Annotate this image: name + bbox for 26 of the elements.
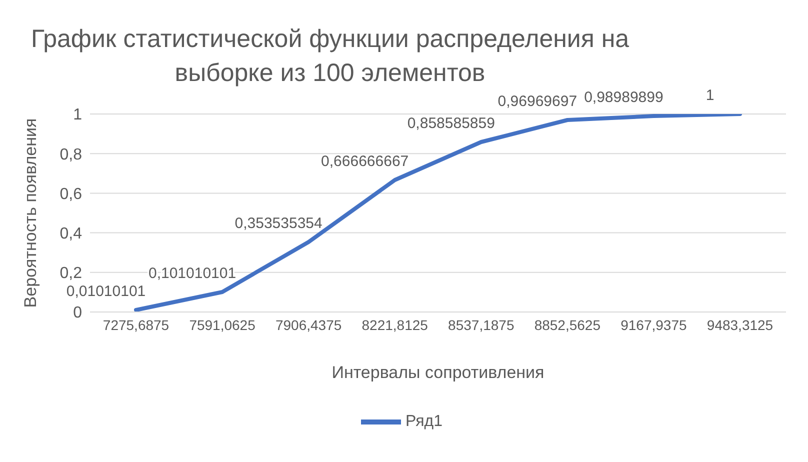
data-label: 0,858585859	[407, 115, 495, 132]
x-tick-label: 9483,3125	[706, 316, 774, 333]
x-tick-label: 7591,0625	[189, 316, 256, 333]
data-label: 0,353535354	[234, 215, 322, 232]
x-tick-label: 8852,5625	[534, 316, 601, 333]
x-axis-title: Интервалы сопротивления	[332, 363, 544, 382]
data-label: 1	[706, 87, 714, 104]
x-tick-label: 9167,9375	[620, 316, 688, 333]
x-tick-label: 8221,8125	[362, 316, 428, 333]
data-label: 0,01010101	[66, 283, 146, 300]
y-tick-label: 1	[73, 106, 82, 124]
legend-label: Ряд1	[405, 413, 443, 430]
data-label: 0,96969697	[498, 93, 578, 110]
x-tick-label: 8537,1875	[448, 316, 514, 333]
y-tick-label: 0	[73, 304, 82, 322]
y-tick-label: 0,6	[60, 186, 82, 203]
y-tick-label: 0,8	[60, 146, 82, 164]
data-label: 0,101010101	[148, 265, 236, 282]
chart-title: График статистической функции распределения на выборке из 100 элементов	[30, 24, 630, 89]
data-label: 0,666666667	[321, 153, 409, 170]
x-tick-label: 7906,4375	[275, 316, 342, 333]
y-tick-label: 0,2	[60, 265, 82, 282]
x-tick-label: 7275,6875	[102, 316, 170, 333]
y-axis-title: Вероятность появления	[21, 118, 40, 308]
data-label: 0,98989899	[584, 89, 664, 106]
y-tick-label: 0,4	[60, 225, 82, 242]
